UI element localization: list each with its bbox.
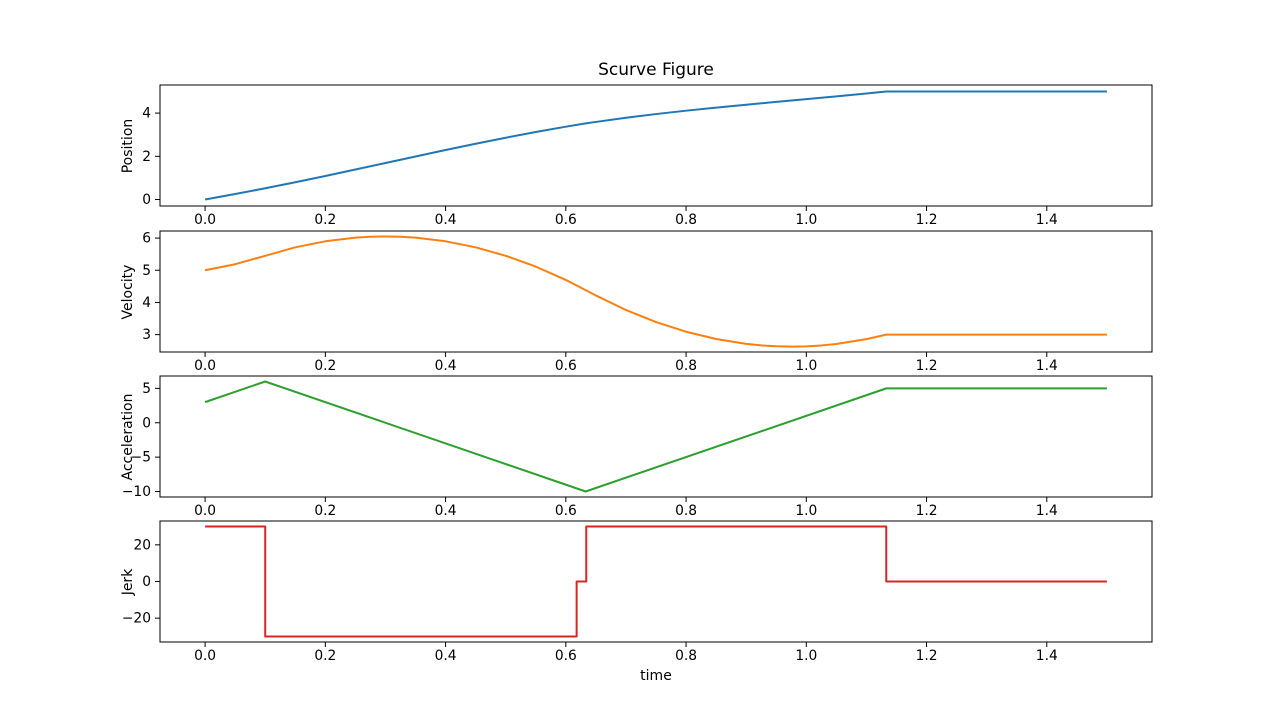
position-axes-frame — [159, 84, 1153, 207]
x-axis-label: time — [640, 668, 672, 684]
y-tick-label: 0 — [142, 415, 151, 431]
x-tick-label: 1.2 — [916, 358, 938, 374]
y-tick-label: −5 — [131, 450, 151, 466]
x-tick-label: 0.4 — [435, 648, 457, 664]
x-tick-label: 0.2 — [314, 648, 336, 664]
figure-title: Scurve Figure — [598, 60, 714, 80]
y-tick-label: −20 — [122, 611, 151, 627]
acceleration-axes-frame — [159, 375, 1153, 498]
x-tick-label: 0.6 — [555, 212, 577, 228]
y-tick-label: −10 — [122, 484, 151, 500]
y-tick-label: 4 — [142, 295, 151, 311]
y-tick-label: 20 — [133, 537, 151, 553]
x-tick-label: 0.0 — [194, 358, 216, 374]
y-tick-label: 5 — [142, 263, 151, 279]
x-tick-label: 1.0 — [795, 503, 817, 519]
x-tick-label: 0.8 — [675, 212, 697, 228]
x-tick-label: 1.4 — [1036, 358, 1058, 374]
x-tick-label: 0.8 — [675, 358, 697, 374]
x-tick-label: 1.2 — [916, 648, 938, 664]
y-tick-label: 3 — [142, 327, 151, 343]
x-tick-label: 0.6 — [555, 503, 577, 519]
x-tick-label: 0.2 — [314, 503, 336, 519]
x-tick-label: 0.4 — [435, 212, 457, 228]
y-tick-label: 5 — [142, 381, 151, 397]
y-tick-label: 4 — [142, 106, 151, 122]
y-tick-label: 2 — [142, 149, 151, 165]
velocity-axes-frame — [159, 230, 1153, 353]
x-tick-label: 0.0 — [194, 648, 216, 664]
x-tick-label: 1.0 — [795, 358, 817, 374]
x-tick-label: 0.4 — [435, 503, 457, 519]
position-line — [204, 90, 1107, 201]
jerk-line — [205, 525, 1107, 638]
x-tick-label: 1.4 — [1036, 212, 1058, 228]
velocity-line — [204, 235, 1107, 348]
x-tick-label: 0.0 — [194, 503, 216, 519]
x-tick-label: 1.2 — [916, 503, 938, 519]
x-tick-label: 1.0 — [795, 648, 817, 664]
x-tick-label: 0.0 — [194, 212, 216, 228]
x-tick-label: 0.8 — [675, 503, 697, 519]
x-tick-label: 0.2 — [314, 358, 336, 374]
x-tick-label: 1.0 — [795, 212, 817, 228]
x-tick-label: 0.8 — [675, 648, 697, 664]
x-tick-label: 0.6 — [555, 358, 577, 374]
jerk-axes-frame — [159, 520, 1153, 643]
x-tick-label: 0.2 — [314, 212, 336, 228]
y-tick-label: 6 — [142, 231, 151, 247]
x-tick-label: 1.4 — [1036, 648, 1058, 664]
x-tick-label: 1.4 — [1036, 503, 1058, 519]
acceleration-line — [204, 380, 1107, 493]
x-tick-label: 0.6 — [555, 648, 577, 664]
x-tick-label: 1.2 — [916, 212, 938, 228]
y-tick-label: 0 — [142, 574, 151, 590]
y-tick-label: 0 — [142, 192, 151, 208]
x-tick-label: 0.4 — [435, 358, 457, 374]
